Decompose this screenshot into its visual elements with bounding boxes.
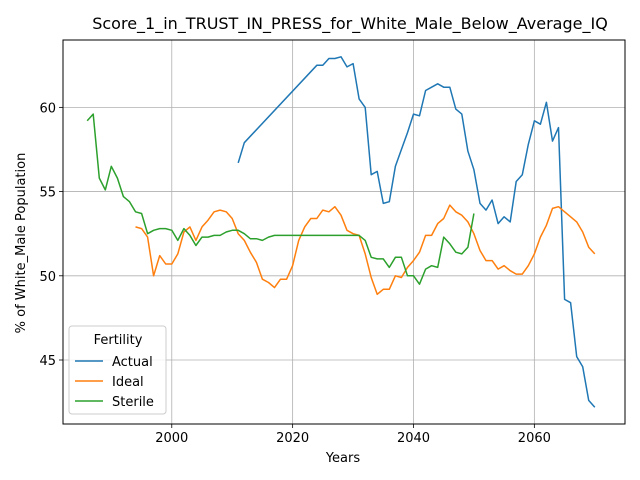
y-axis-label: % of White_Male Population [14, 153, 29, 334]
x-axis-label: Years [325, 451, 361, 466]
chart-title: Score_1_in_TRUST_IN_PRESS_for_White_Male… [92, 14, 608, 34]
x-tick-label: 2000 [155, 431, 188, 446]
legend-title: Fertility [94, 333, 143, 348]
series-lines [86, 56, 596, 408]
series-line-sterile [86, 113, 475, 285]
y-tick-label: 50 [39, 270, 56, 285]
legend-box [68, 325, 167, 415]
x-tick-label: 2040 [397, 431, 430, 446]
plot-frame [62, 39, 626, 425]
y-tick-label: 55 [39, 186, 56, 201]
y-tick-label: 60 [39, 101, 56, 116]
legend-label-sterile: Sterile [112, 395, 154, 410]
series-line-actual [237, 56, 596, 408]
x-axis: 2000 2020 2040 2060 [155, 424, 551, 446]
legend-label-actual: Actual [112, 355, 153, 370]
legend: Fertility Actual Ideal Sterile [68, 325, 167, 415]
series-line-ideal [135, 204, 596, 296]
y-tick-label: 45 [39, 354, 56, 369]
y-axis: 45 50 55 60 [39, 101, 63, 369]
x-tick-label: 2060 [518, 431, 551, 446]
x-tick-label: 2020 [276, 431, 309, 446]
legend-label-ideal: Ideal [112, 375, 144, 390]
legend-items: Actual Ideal Sterile [75, 355, 154, 410]
